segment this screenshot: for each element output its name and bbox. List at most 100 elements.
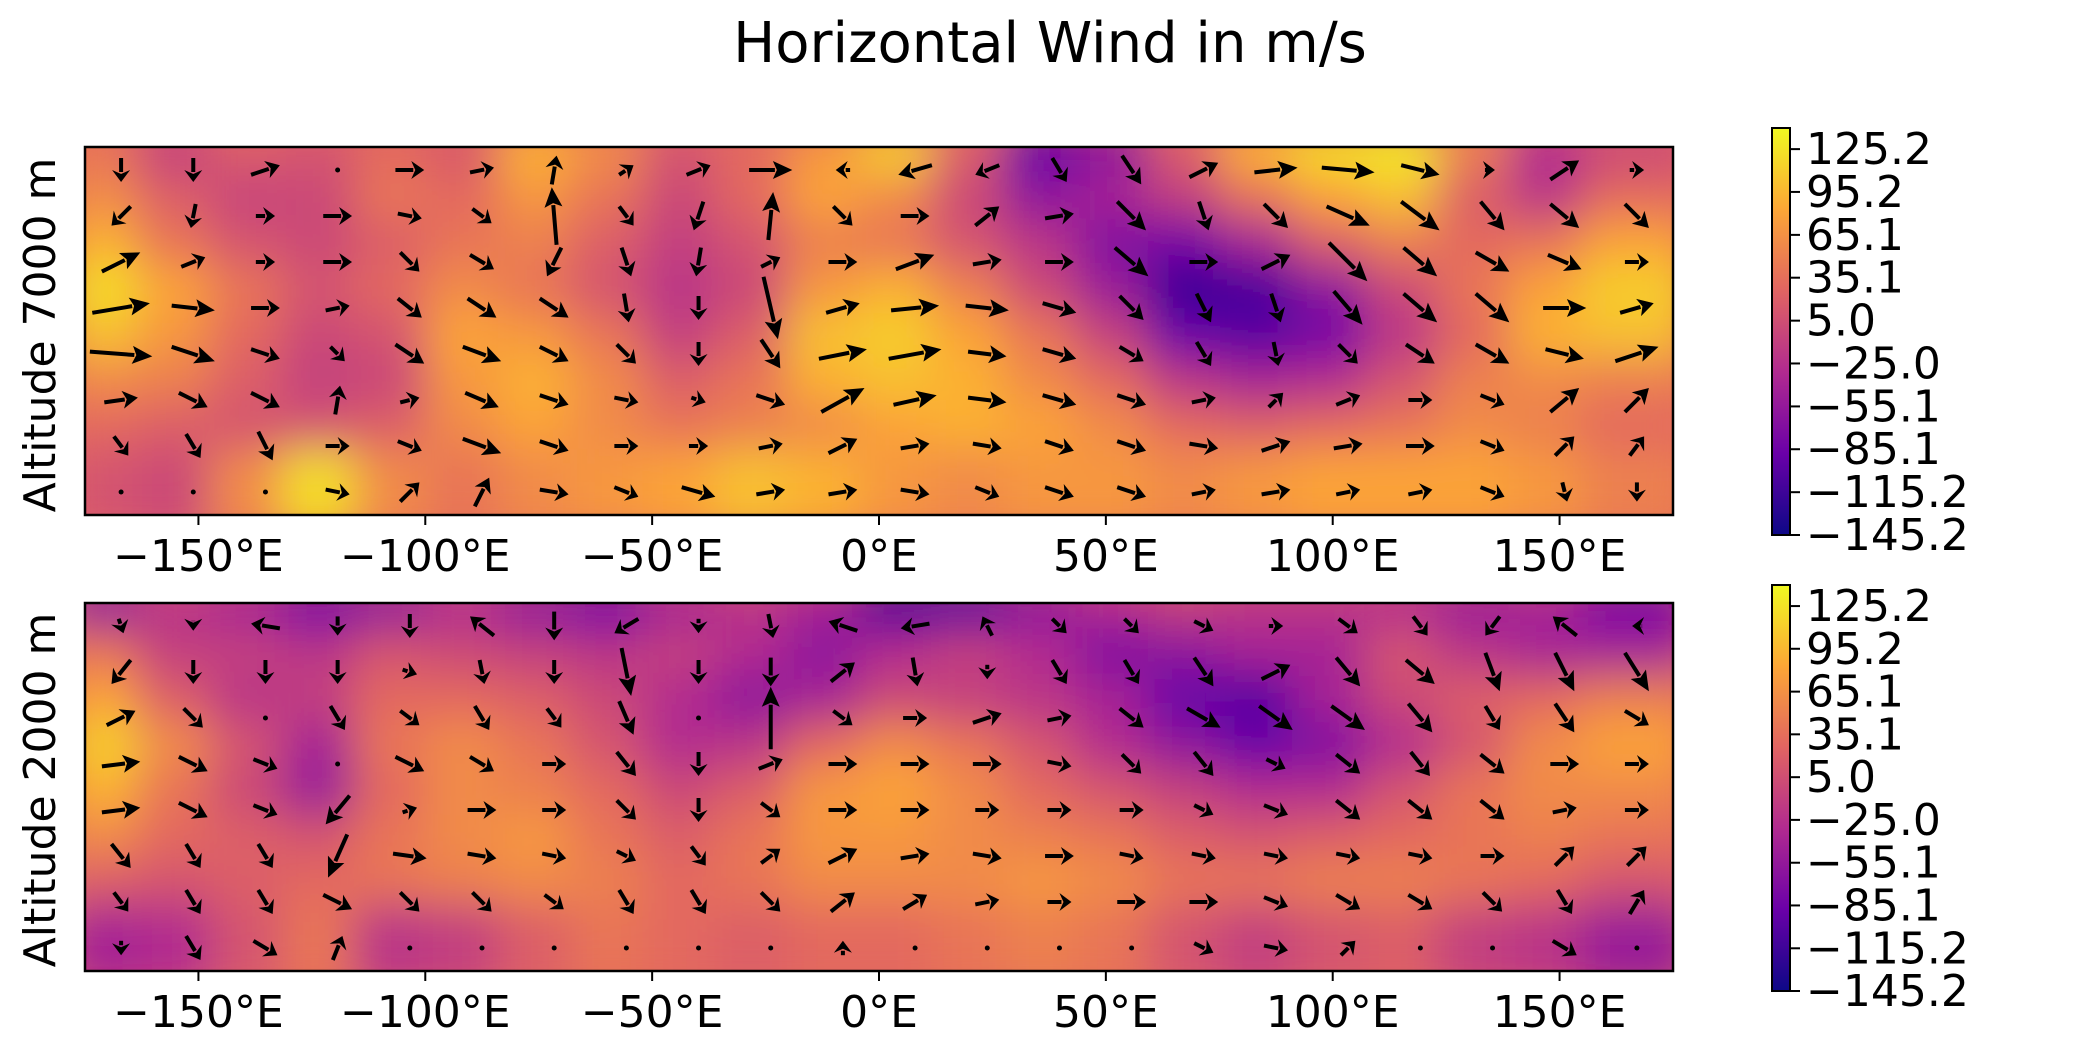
- wind-vector: [1118, 345, 1144, 363]
- wind-vector: [252, 801, 278, 819]
- wind-vector: [1045, 847, 1074, 865]
- wind-vector: [617, 888, 635, 914]
- wind-vector: [1263, 939, 1288, 957]
- colorbar-tick-label: 95.2: [1806, 624, 1904, 675]
- wind-vector: [1627, 890, 1646, 916]
- wind-vector: [184, 888, 202, 914]
- colorbar-tick-label: −145.2: [1806, 966, 1969, 1017]
- wind-vector: [396, 296, 422, 318]
- wind-vector: [262, 489, 268, 495]
- wind-vector: [466, 296, 497, 318]
- chart-title: Horizontal Wind in m/s: [733, 11, 1367, 76]
- wind-vector: [467, 847, 497, 866]
- x-tick-label: −50°E: [581, 987, 724, 1038]
- wind-vector: [1339, 940, 1356, 957]
- wind-vector: [689, 888, 707, 914]
- wind-vector: [1483, 704, 1501, 730]
- wind-vector: [1268, 617, 1284, 635]
- wind-vector: [965, 299, 1009, 318]
- wind-vector: [1193, 939, 1214, 956]
- wind-vector: [1193, 801, 1214, 818]
- wind-vector: [975, 161, 1001, 179]
- wind-vector: [1549, 202, 1580, 228]
- wind-vector: [256, 888, 274, 914]
- wind-vector: [689, 660, 708, 684]
- wind-vector: [820, 388, 865, 414]
- wind-vector: [325, 299, 350, 317]
- wind-vector: [1409, 750, 1430, 776]
- wind-vector: [469, 161, 494, 179]
- wind-vector: [689, 342, 708, 366]
- wind-vector: [1402, 246, 1438, 277]
- wind-vector: [1050, 617, 1067, 634]
- wind-vector: [689, 752, 708, 776]
- wind-vector: [1628, 436, 1645, 457]
- wind-vector: [322, 893, 353, 911]
- wind-vector: [184, 158, 203, 182]
- wind-vector: [539, 483, 569, 502]
- wind-vector: [1260, 663, 1291, 681]
- wind-vector: [1632, 617, 1645, 635]
- wind-vector: [1480, 847, 1505, 865]
- wind-vector: [761, 686, 780, 750]
- wind-vector: [618, 647, 637, 696]
- wind-vector: [1624, 801, 1649, 819]
- wind-vector: [1334, 752, 1361, 774]
- wind-vector: [473, 659, 491, 684]
- wind-vector: [1047, 755, 1072, 773]
- wind-vector: [335, 167, 341, 173]
- wind-vector: [1543, 299, 1587, 317]
- wind-field: [85, 147, 1673, 515]
- wind-vector: [689, 247, 708, 277]
- wind-vector: [893, 390, 937, 409]
- wind-vector: [1263, 801, 1288, 819]
- wind-vector: [689, 618, 708, 634]
- wind-vector: [1402, 292, 1438, 323]
- colorbar: [1771, 584, 1791, 992]
- wind-vector: [1411, 615, 1428, 636]
- wind-vector: [1113, 246, 1149, 277]
- colorbar-tick-label: −55.1: [1806, 838, 1941, 889]
- wind-vector: [615, 798, 636, 820]
- wind-vector: [1044, 206, 1074, 225]
- field-cell: [1580, 449, 1673, 515]
- wind-vector: [399, 391, 420, 410]
- wind-vector: [1118, 294, 1144, 320]
- y-axis-label: Altitude 7000 m: [15, 158, 66, 513]
- wind-vector: [757, 755, 783, 773]
- wind-vector: [1406, 702, 1433, 733]
- wind-vector: [900, 483, 930, 502]
- wind-vector: [401, 802, 418, 820]
- wind-vector: [1330, 704, 1365, 730]
- wind-vector: [1044, 483, 1074, 502]
- wind-vector: [1191, 391, 1216, 409]
- wind-vector: [250, 160, 280, 179]
- colorbar-tick-label: −85.1: [1806, 880, 1941, 931]
- wind-vector: [828, 482, 858, 501]
- wind-vector: [395, 161, 425, 179]
- wind-vector: [1545, 345, 1584, 364]
- wind-vector: [1408, 391, 1433, 409]
- wind-vector: [177, 801, 208, 819]
- wind-vector: [255, 207, 276, 225]
- wind-vector: [613, 483, 639, 501]
- wind-vector: [1474, 250, 1510, 272]
- wind-vector: [615, 342, 636, 364]
- wind-vector: [184, 842, 202, 868]
- wind-vector: [831, 204, 853, 226]
- wind-vector: [1119, 847, 1144, 865]
- wind-vector: [828, 801, 858, 819]
- wind-vector: [538, 345, 569, 363]
- wind-vector: [1627, 482, 1646, 502]
- panel-altitude-2000m: Altitude 2000 m −150°E −100°E −50°E 0°E 50°E…: [15, 581, 1969, 1038]
- wind-vector: [1195, 200, 1213, 231]
- wind-vector: [400, 614, 419, 638]
- wind-vector: [1186, 706, 1221, 728]
- wind-vector: [1337, 617, 1358, 634]
- wind-vector: [1337, 342, 1358, 364]
- wind-vector: [1623, 651, 1649, 692]
- wind-vector: [1258, 704, 1293, 730]
- wind-vector: [1474, 292, 1510, 323]
- wind-field: [85, 603, 1673, 971]
- wind-vector: [545, 707, 562, 728]
